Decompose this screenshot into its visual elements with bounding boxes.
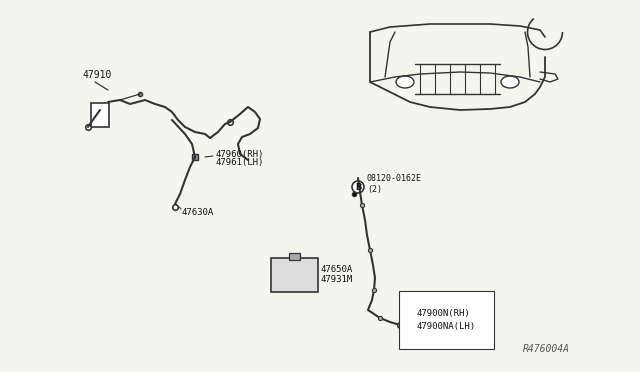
- Text: 47931M: 47931M: [321, 276, 353, 285]
- Text: 47630A: 47630A: [182, 208, 214, 217]
- Ellipse shape: [501, 76, 519, 88]
- Text: R476004A: R476004A: [523, 344, 570, 354]
- FancyBboxPatch shape: [91, 103, 109, 127]
- Text: 47960(RH): 47960(RH): [215, 150, 264, 158]
- Ellipse shape: [396, 76, 414, 88]
- Text: 47961(LH): 47961(LH): [215, 157, 264, 167]
- FancyBboxPatch shape: [289, 253, 301, 260]
- Text: 47910: 47910: [82, 70, 111, 80]
- FancyBboxPatch shape: [271, 258, 319, 292]
- Circle shape: [352, 181, 364, 193]
- Text: 47900N(RH)
47900NA(LH): 47900N(RH) 47900NA(LH): [417, 309, 476, 331]
- Text: 08120-0162E
(2): 08120-0162E (2): [367, 174, 422, 195]
- Text: 47650A: 47650A: [321, 266, 353, 275]
- Text: B: B: [355, 183, 361, 192]
